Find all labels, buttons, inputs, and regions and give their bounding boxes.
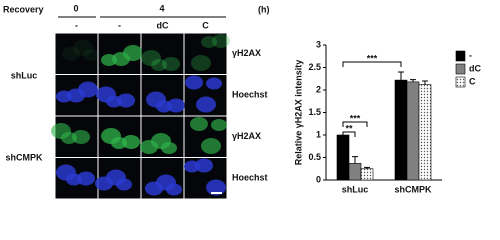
significance-label: **	[345, 123, 353, 133]
bar	[348, 163, 362, 181]
nucleus	[78, 81, 98, 98]
legend-swatch	[455, 50, 466, 62]
nucleus	[117, 93, 135, 108]
y-tick-label: 2	[316, 84, 321, 94]
y-tick-label: 0	[316, 174, 321, 184]
legend-label: dC	[469, 63, 481, 73]
significance-bracket	[342, 131, 356, 137]
nucleus	[123, 45, 143, 61]
y-axis-label: Relative γH2AX intensity	[293, 60, 303, 166]
nucleus	[106, 169, 126, 186]
nucleus	[96, 86, 116, 103]
micrograph	[141, 33, 184, 74]
bar	[336, 134, 350, 181]
x-tick-label: shLuc	[342, 184, 369, 194]
nucleus	[62, 47, 80, 61]
nucleus	[122, 135, 140, 149]
bar	[360, 168, 374, 181]
nucleus	[167, 98, 185, 113]
stain-label: Hoechst	[232, 173, 268, 183]
nucleus	[211, 119, 227, 131]
error-bar	[422, 80, 428, 85]
nucleus	[201, 36, 217, 48]
y-tick-label: 0.5	[308, 152, 321, 162]
nucleus	[195, 158, 213, 173]
recovery-label: Recovery	[3, 4, 44, 14]
error-bar	[352, 156, 358, 164]
nucleus	[83, 49, 99, 61]
legend-label: -	[469, 50, 472, 60]
bar	[394, 79, 408, 181]
x-tick-label: shCMPK	[394, 184, 432, 194]
stain-label: γH2AX	[232, 131, 261, 141]
micrograph	[184, 33, 227, 74]
nucleus	[146, 91, 166, 108]
nucleus	[151, 59, 167, 71]
nucleus	[191, 55, 211, 71]
timepoint: 4	[159, 3, 164, 13]
nucleus	[196, 96, 216, 113]
nucleus	[72, 130, 90, 144]
bar	[418, 84, 432, 181]
significance-bracket	[342, 121, 368, 127]
nucleus	[51, 123, 71, 139]
nucleus	[184, 160, 200, 173]
nucleus	[206, 77, 222, 90]
column-label: -	[75, 20, 78, 30]
significance-label: ***	[367, 53, 378, 63]
nucleus	[141, 50, 161, 66]
y-tick-label: 3	[316, 39, 321, 49]
page: {"figure": {"recovery_label": "Recovery"…	[3, 3, 482, 199]
column-label: C	[202, 20, 209, 30]
nucleus	[77, 171, 95, 186]
y-tick-label: 1.5	[308, 107, 321, 117]
timepoint: 0	[73, 3, 78, 13]
column-label: dC	[157, 20, 169, 30]
nucleus	[56, 90, 72, 103]
y-tick-label: 1	[316, 129, 321, 139]
column-label: -	[118, 20, 121, 30]
nucleus	[151, 133, 171, 149]
legend-swatch	[455, 63, 466, 75]
bar	[406, 81, 420, 181]
error-bar	[398, 71, 404, 81]
y-tick-label: 2.5	[308, 62, 321, 72]
nucleus	[101, 128, 121, 144]
nucleus	[162, 57, 180, 71]
nucleus	[56, 164, 76, 181]
error-bar	[364, 166, 370, 169]
stain-label: Hoechst	[232, 90, 268, 100]
row-label: shCMPK	[5, 152, 43, 162]
time-unit: (h)	[258, 4, 270, 14]
nucleus	[73, 40, 93, 56]
nucleus	[101, 54, 117, 66]
figure: Recovery 0 4 (h) shLuc shCMPK - - dC CγH2AX…	[3, 3, 481, 199]
significance-bracket	[342, 61, 402, 67]
nucleus	[201, 138, 221, 154]
nucleus	[206, 179, 226, 196]
nucleus	[156, 174, 176, 191]
legend-swatch	[455, 76, 466, 88]
nucleus	[185, 75, 203, 90]
nucleus	[212, 34, 230, 48]
micrograph	[55, 33, 98, 74]
significance-label: ***	[350, 113, 361, 123]
row-label: shLuc	[11, 70, 38, 80]
nucleus	[190, 117, 208, 131]
stain-label: γH2AX	[232, 48, 261, 58]
error-bar	[410, 79, 416, 82]
legend-label: C	[469, 76, 476, 86]
